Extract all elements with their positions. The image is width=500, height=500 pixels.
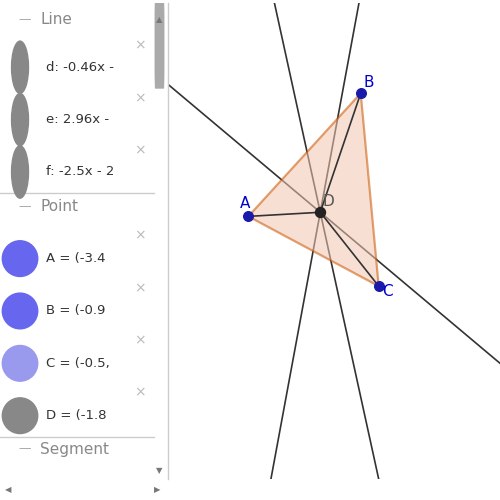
- Polygon shape: [248, 94, 378, 286]
- Text: ×: ×: [134, 281, 146, 295]
- Ellipse shape: [2, 241, 37, 276]
- Text: Point: Point: [40, 199, 78, 214]
- Text: B = (-0.9: B = (-0.9: [46, 304, 106, 318]
- Text: —: —: [18, 200, 31, 213]
- Text: A: A: [240, 196, 250, 211]
- Text: ×: ×: [134, 386, 146, 400]
- Circle shape: [12, 94, 28, 146]
- Point: [244, 212, 252, 220]
- Text: D: D: [323, 194, 334, 208]
- Text: ▲: ▲: [156, 15, 163, 24]
- Text: C = (-0.5,: C = (-0.5,: [46, 357, 110, 370]
- Text: Segment: Segment: [40, 442, 109, 456]
- Circle shape: [12, 146, 28, 198]
- Text: ×: ×: [134, 91, 146, 105]
- Text: Line: Line: [40, 12, 72, 27]
- Text: ×: ×: [134, 334, 146, 347]
- Ellipse shape: [2, 293, 37, 329]
- Text: ◀: ◀: [5, 485, 12, 494]
- Text: —: —: [18, 442, 31, 456]
- Text: C: C: [382, 284, 393, 299]
- Circle shape: [12, 41, 28, 94]
- Text: ▶: ▶: [154, 485, 160, 494]
- Text: ▼: ▼: [156, 466, 163, 475]
- Text: ×: ×: [134, 39, 146, 53]
- Ellipse shape: [2, 398, 37, 434]
- Text: f: -2.5x - 2: f: -2.5x - 2: [46, 166, 114, 178]
- Text: B: B: [364, 74, 374, 90]
- Text: D = (-1.8: D = (-1.8: [46, 409, 106, 422]
- Point: [316, 208, 324, 216]
- Text: e: 2.96x -: e: 2.96x -: [46, 113, 110, 126]
- Text: —: —: [18, 13, 31, 26]
- Text: d: -0.46x -: d: -0.46x -: [46, 61, 114, 74]
- Point: [374, 282, 382, 290]
- Ellipse shape: [2, 346, 37, 381]
- FancyBboxPatch shape: [154, 0, 164, 88]
- Text: ×: ×: [134, 144, 146, 158]
- Point: [356, 90, 364, 98]
- Text: A = (-3.4: A = (-3.4: [46, 252, 106, 265]
- Text: ×: ×: [134, 229, 146, 243]
